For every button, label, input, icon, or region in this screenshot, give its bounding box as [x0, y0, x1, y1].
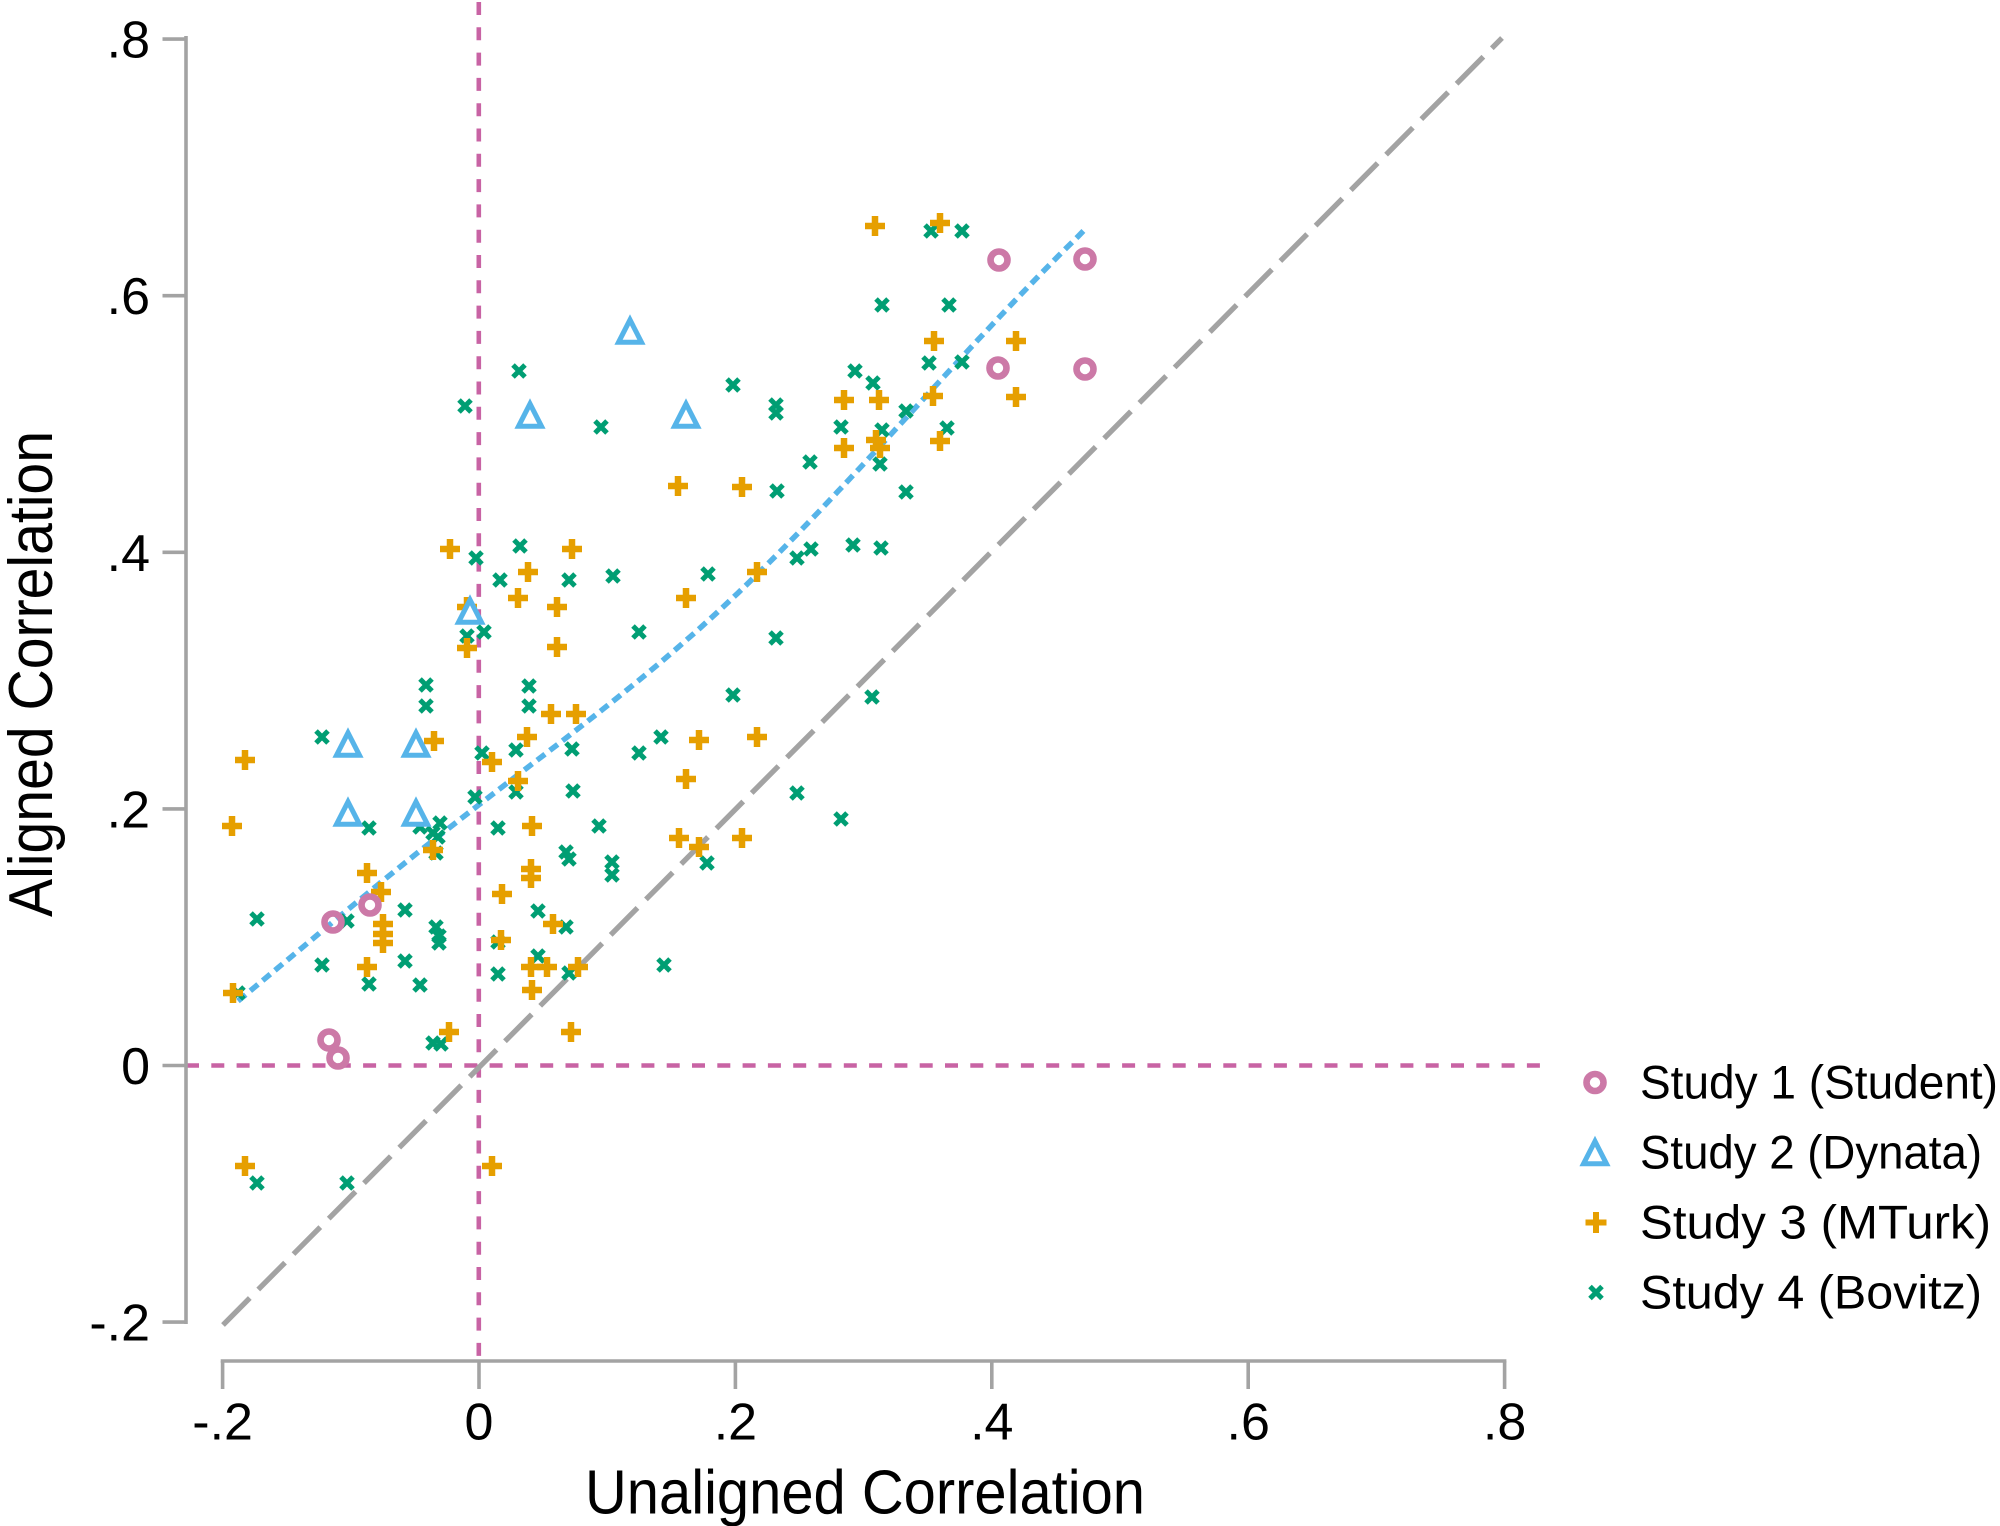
svg-text:-.2: -.2: [192, 1394, 253, 1452]
svg-text:Aligned Correlation: Aligned Correlation: [0, 431, 66, 917]
svg-text:Study 1 (Student): Study 1 (Student): [1640, 1057, 1998, 1110]
svg-text:.4: .4: [107, 525, 150, 583]
svg-text:Unaligned Correlation: Unaligned Correlation: [585, 1459, 1145, 1526]
svg-text:Study 4 (Bovitz): Study 4 (Bovitz): [1640, 1267, 1982, 1320]
svg-text:.8: .8: [107, 12, 150, 70]
svg-text:.4: .4: [970, 1394, 1013, 1452]
svg-text:-.2: -.2: [89, 1295, 150, 1353]
svg-text:0: 0: [121, 1038, 150, 1096]
svg-text:Study 2 (Dynata): Study 2 (Dynata): [1640, 1127, 1982, 1180]
svg-text:Study 3 (MTurk): Study 3 (MTurk): [1640, 1197, 1991, 1250]
svg-text:.6: .6: [107, 268, 150, 326]
svg-text:.6: .6: [1227, 1394, 1270, 1452]
svg-text:.8: .8: [1483, 1394, 1526, 1452]
svg-text:.2: .2: [714, 1394, 757, 1452]
svg-text:0: 0: [465, 1394, 494, 1452]
svg-text:.2: .2: [107, 781, 150, 839]
